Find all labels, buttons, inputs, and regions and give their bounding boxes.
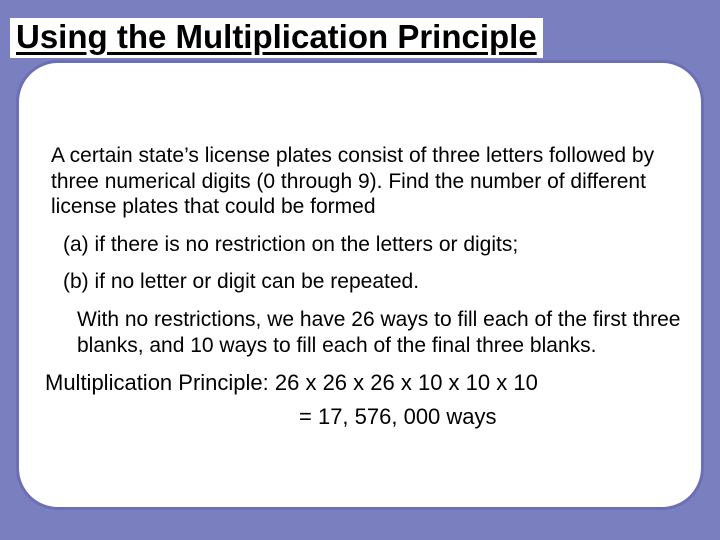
- slide-title: Using the Multiplication Principle: [16, 18, 537, 56]
- calc-result: = 17, 576, 000 ways: [299, 404, 691, 430]
- part-a: (a) if there is no restriction on the le…: [63, 232, 691, 258]
- slide-title-wrap: Using the Multiplication Principle: [10, 18, 543, 58]
- intro-paragraph: A certain state’s license plates consist…: [51, 143, 691, 220]
- content-card: A certain state’s license plates consist…: [16, 60, 704, 510]
- part-b: (b) if no letter or digit can be repeate…: [63, 269, 691, 295]
- calc-expression: Multiplication Principle: 26 x 26 x 26 x…: [45, 370, 691, 396]
- explanation: With no restrictions, we have 26 ways to…: [77, 307, 691, 358]
- content-area: A certain state’s license plates consist…: [51, 143, 691, 430]
